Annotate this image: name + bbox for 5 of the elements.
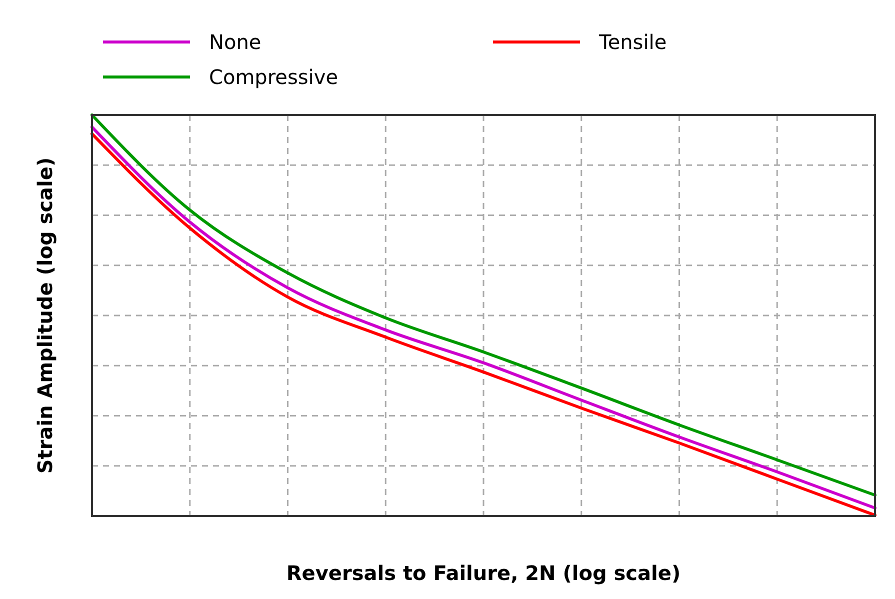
- y-axis-title: Strain Amplitude (log scale): [33, 157, 57, 474]
- legend-label: Tensile: [598, 30, 667, 54]
- x-axis-title: Reversals to Failure, 2N (log scale): [286, 561, 681, 585]
- legend-label: None: [209, 30, 262, 54]
- legend-label: Compressive: [209, 65, 338, 89]
